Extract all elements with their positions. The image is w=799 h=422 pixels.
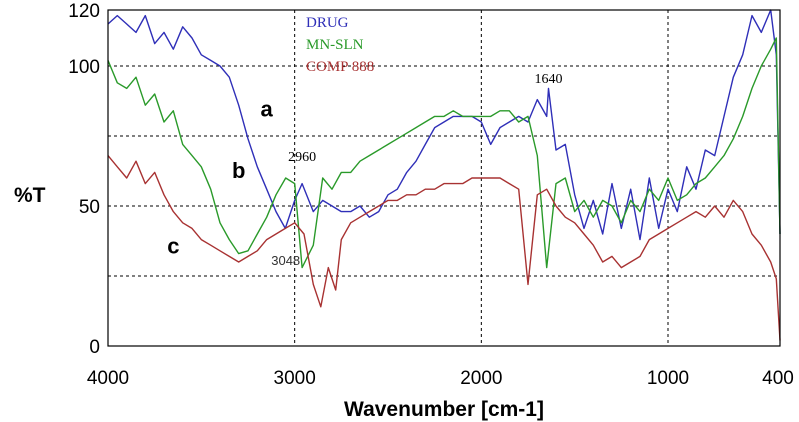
curve-label: a: [261, 96, 274, 121]
y-tick-label: 0: [89, 337, 100, 358]
x-tick-label: 400: [762, 368, 794, 389]
legend: DRUG MN-SLN COMP 888: [306, 15, 374, 75]
series-lines: [107, 9, 781, 341]
series-line-comp-888: [107, 155, 781, 341]
x-tick-label: 3000: [274, 368, 316, 389]
peak-annotations: 1640 2960 3048: [271, 72, 562, 268]
peak-label: 3048: [271, 253, 300, 268]
y-axis-title: %T: [14, 184, 46, 207]
legend-entry: MN-SLN: [306, 37, 364, 53]
curve-label: b: [232, 158, 245, 183]
x-tick-label: 1000: [647, 368, 689, 389]
peak-label: 1640: [535, 72, 563, 87]
x-tick-label: 4000: [87, 368, 129, 389]
y-tick-label: 100: [68, 57, 100, 78]
legend-entry: COMP 888: [306, 59, 374, 75]
curve-labels: a b c: [167, 96, 273, 258]
curve-label: c: [167, 234, 179, 259]
x-tick-label: 2000: [460, 368, 502, 389]
plot-frame: [107, 9, 781, 347]
y-tick-label: 50: [79, 197, 100, 218]
x-axis-title: Wavenumber [cm-1]: [344, 398, 544, 421]
series-line-mn-sln: [107, 37, 781, 269]
series-line-drug: [107, 9, 781, 241]
peak-label: 2960: [288, 150, 316, 165]
grid: [108, 10, 780, 346]
y-tick-label: 120: [68, 1, 100, 22]
legend-entry: DRUG: [306, 15, 349, 31]
